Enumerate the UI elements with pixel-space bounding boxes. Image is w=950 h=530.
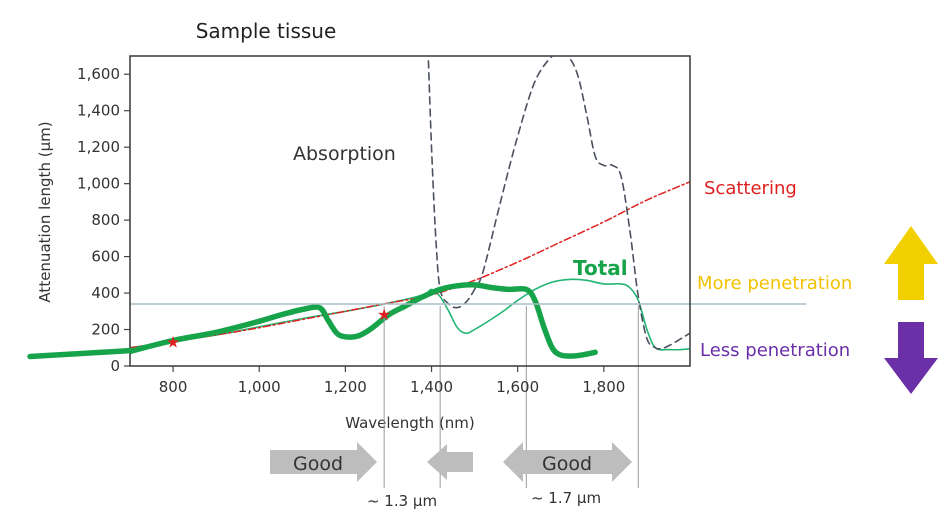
- x-tick-label: 1,000: [238, 378, 281, 396]
- series-line-scattering: [130, 181, 690, 349]
- series-layer: [130, 56, 690, 359]
- middle-arrow-icon: [427, 444, 473, 480]
- y-tick-label: 200: [91, 321, 120, 339]
- y-tick-label: 1,400: [77, 102, 120, 120]
- good-right-label: Good: [542, 453, 592, 475]
- y-axis-label-text: Attenuation length (µm): [36, 121, 54, 302]
- less-penetration-arrow-icon: [884, 322, 938, 394]
- x-tick-layer: 800 1,000 1,200 1,400 1,600 1,800: [159, 366, 625, 396]
- plot-frame: [129, 55, 691, 367]
- x-tick-label: 800: [159, 378, 188, 396]
- star-marker-icon: ★: [166, 332, 180, 351]
- series-line-absorption: [427, 56, 690, 350]
- series-line-total-left-extension: [27, 347, 135, 360]
- window-1-label: ~ 1.3 µm: [367, 492, 437, 510]
- total-label: Total: [573, 256, 628, 280]
- y-tick-layer: 0 200 400 600 800 1,000 1,200 1,400 1,600: [77, 65, 130, 375]
- y-tick-label: 600: [91, 248, 120, 266]
- y-tick-label: 400: [91, 284, 120, 302]
- more-penetration-label: More penetration: [697, 273, 852, 294]
- y-tick-label: 0: [110, 357, 120, 375]
- y-tick-label: 1,600: [77, 65, 120, 83]
- more-penetration-arrow-icon: [884, 226, 938, 300]
- y-axis-label: Attenuation length (µm): [36, 121, 54, 302]
- less-penetration-label: Less penetration: [700, 340, 850, 361]
- y-tick-label: 1,000: [77, 175, 120, 193]
- x-tick-label: 1,800: [582, 378, 625, 396]
- window-2-label: ~ 1.7 µm: [531, 489, 601, 507]
- marker-layer: ★★: [166, 305, 391, 351]
- scattering-label: Scattering: [704, 178, 797, 199]
- good-right-arrow-icon: [503, 442, 632, 482]
- absorption-label: Absorption: [293, 143, 396, 165]
- x-tick-label: 1,600: [496, 378, 539, 396]
- y-tick-label: 1,200: [77, 138, 120, 156]
- series-line-total-continued: [130, 278, 690, 351]
- x-tick-label: 1,400: [410, 378, 453, 396]
- x-axis-label: Wavelength (nm): [345, 414, 475, 432]
- x-tick-label: 1,200: [324, 378, 367, 396]
- good-left-label: Good: [293, 453, 343, 475]
- chart-title: Sample tissue: [196, 19, 337, 43]
- y-tick-label: 800: [91, 211, 120, 229]
- good-left-arrow-icon: [270, 442, 377, 482]
- series-line-total: [130, 282, 598, 359]
- star-marker-icon: ★: [377, 305, 391, 324]
